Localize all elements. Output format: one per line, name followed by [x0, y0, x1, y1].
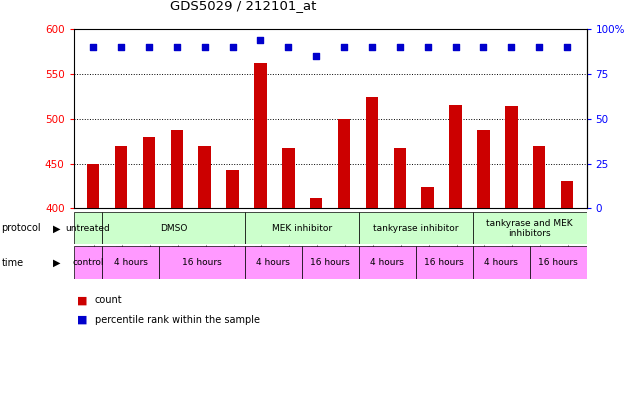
Point	[422, 44, 433, 50]
Bar	[115, 146, 128, 208]
Bar	[102, 246, 159, 279]
Point	[562, 44, 572, 50]
Bar	[171, 130, 183, 208]
Text: ■: ■	[77, 295, 87, 305]
Bar	[199, 146, 211, 208]
Text: tankyrase inhibitor: tankyrase inhibitor	[373, 224, 458, 233]
Point	[506, 44, 517, 50]
Bar	[472, 212, 587, 244]
Point	[199, 44, 210, 50]
Point	[478, 44, 488, 50]
Point	[367, 44, 377, 50]
Bar	[282, 149, 295, 208]
Point	[395, 44, 405, 50]
Text: 4 hours: 4 hours	[370, 258, 404, 267]
Point	[339, 44, 349, 50]
Bar	[338, 119, 351, 208]
Point	[534, 44, 544, 50]
Bar	[365, 97, 378, 208]
Text: time: time	[1, 257, 24, 268]
Bar	[102, 212, 245, 244]
Text: ■: ■	[77, 315, 87, 325]
Text: tankyrase and MEK
inhibitors: tankyrase and MEK inhibitors	[487, 219, 573, 238]
Bar	[449, 105, 462, 208]
Text: 16 hours: 16 hours	[538, 258, 578, 267]
Text: percentile rank within the sample: percentile rank within the sample	[95, 315, 260, 325]
Text: 16 hours: 16 hours	[182, 258, 222, 267]
Text: 4 hours: 4 hours	[256, 258, 290, 267]
Bar	[421, 187, 434, 208]
Bar	[533, 146, 545, 208]
Bar	[302, 246, 358, 279]
Text: GDS5029 / 212101_at: GDS5029 / 212101_at	[171, 0, 317, 12]
Text: 4 hours: 4 hours	[484, 258, 518, 267]
Bar	[74, 246, 102, 279]
Bar	[477, 130, 490, 208]
Bar	[310, 198, 322, 208]
Bar	[74, 212, 102, 244]
Bar	[358, 212, 472, 244]
Point	[451, 44, 461, 50]
Point	[144, 44, 154, 50]
Point	[88, 44, 98, 50]
Text: 16 hours: 16 hours	[424, 258, 464, 267]
Text: DMSO: DMSO	[160, 224, 187, 233]
Text: ▶: ▶	[53, 223, 60, 233]
Text: MEK inhibitor: MEK inhibitor	[272, 224, 331, 233]
Bar	[143, 137, 155, 208]
Bar	[245, 212, 358, 244]
Bar	[159, 246, 245, 279]
Text: 4 hours: 4 hours	[113, 258, 147, 267]
Bar	[245, 246, 302, 279]
Text: count: count	[95, 295, 122, 305]
Text: untreated: untreated	[65, 224, 110, 233]
Bar	[529, 246, 587, 279]
Text: control: control	[72, 258, 104, 267]
Bar	[394, 149, 406, 208]
Bar	[87, 163, 99, 208]
Bar	[358, 246, 415, 279]
Point	[283, 44, 294, 50]
Point	[172, 44, 182, 50]
Bar	[415, 246, 472, 279]
Text: ▶: ▶	[53, 257, 60, 268]
Point	[311, 53, 321, 59]
Text: protocol: protocol	[1, 223, 41, 233]
Point	[228, 44, 238, 50]
Bar	[254, 63, 267, 208]
Text: 16 hours: 16 hours	[310, 258, 350, 267]
Bar	[505, 107, 517, 208]
Bar	[561, 182, 573, 208]
Point	[255, 37, 265, 43]
Point	[116, 44, 126, 50]
Bar	[226, 170, 239, 208]
Bar	[472, 246, 529, 279]
